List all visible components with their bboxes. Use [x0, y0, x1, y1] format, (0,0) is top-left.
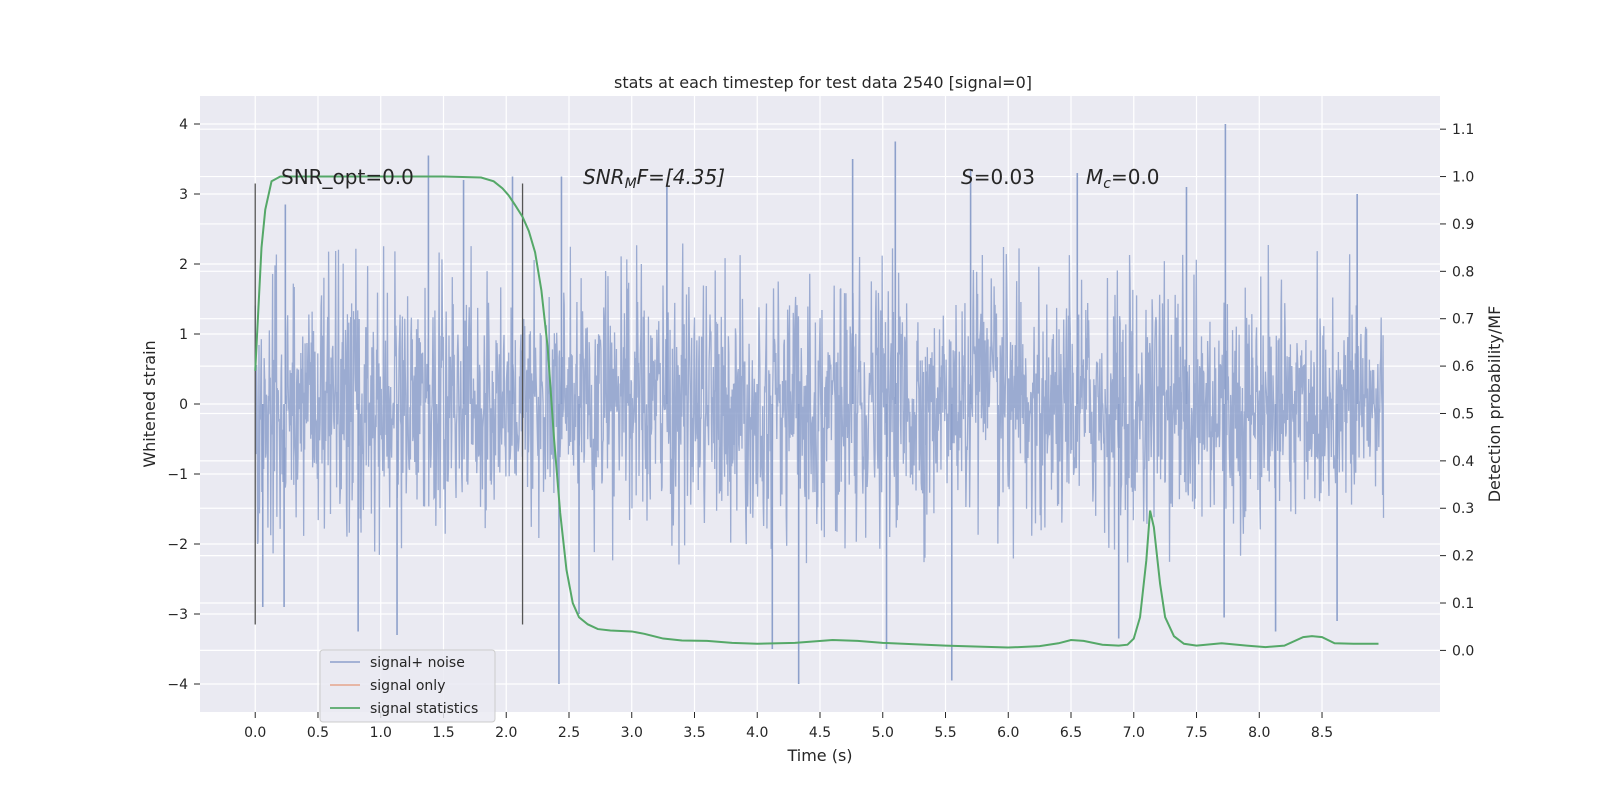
y-right-tick-label: 1.0 — [1452, 170, 1474, 186]
y-right-tick-label: 0.8 — [1452, 264, 1474, 280]
legend-label-signal-noise: signal+ noise — [370, 655, 465, 671]
noise-trace — [254, 243, 1385, 565]
x-tick-label: 5.5 — [934, 725, 956, 741]
x-tick-label: 4.0 — [746, 725, 768, 741]
statistics-series — [254, 175, 1379, 649]
y-tick-label: −2 — [167, 537, 188, 553]
y-right-tick-label: 0.9 — [1452, 217, 1474, 233]
legend-label-signal-statistics: signal statistics — [370, 701, 478, 717]
y-right-axis-ticks: 1.1 1.0 0.9 0.8 0.7 0.6 0.5 0.4 0.3 0.2 0.1 0.0 — [1440, 122, 1474, 659]
x-tick-label: 3.0 — [621, 725, 643, 741]
y-right-tick-label: 0.2 — [1452, 549, 1474, 565]
legend: signal+ noise signal only signal statist… — [319, 649, 496, 723]
snr-mf-subscript: M — [625, 176, 637, 192]
x-tick-label: 7.5 — [1185, 725, 1207, 741]
y-right-tick-label: 1.1 — [1452, 122, 1474, 138]
snr-opt-annotation: SNR_opt=0.0 — [281, 165, 414, 189]
mc-subscript: c — [1103, 176, 1111, 192]
y-right-tick-label: 0.5 — [1452, 406, 1474, 422]
snr-mf-value: F=[4.35] — [637, 165, 725, 189]
y-tick-label: 0 — [179, 397, 188, 413]
x-axis-label: Time (s) — [786, 746, 852, 765]
x-tick-label: 0.5 — [307, 725, 329, 741]
x-tick-label: 5.0 — [872, 725, 894, 741]
mc-symbol: M — [1086, 165, 1103, 189]
y-axis-ticks: 4 3 2 1 0 −1 −2 −3 −4 — [167, 117, 200, 693]
s-annotation: S=0.03 — [961, 165, 1035, 189]
noise-series — [254, 124, 1385, 684]
x-tick-label: 4.5 — [809, 725, 831, 741]
snr-mf-annotation: SNRMF=[4.35] — [583, 165, 725, 192]
statistics-line — [254, 175, 1379, 649]
mc-annotation: Mc=0.0 — [1086, 165, 1160, 192]
y-tick-label: −3 — [167, 607, 188, 623]
snr-mf-symbol: SNR — [583, 165, 625, 189]
y-tick-label: −4 — [167, 677, 188, 693]
s-value: =0.03 — [974, 165, 1035, 189]
x-tick-label: 2.5 — [558, 725, 580, 741]
y-right-tick-label: 0.3 — [1452, 501, 1474, 517]
x-tick-label: 2.0 — [495, 725, 517, 741]
y-axis-label: Whitened strain — [140, 340, 159, 467]
y-right-tick-label: 0.4 — [1452, 454, 1474, 470]
x-tick-label: 6.5 — [1060, 725, 1082, 741]
mc-value: =0.0 — [1111, 165, 1160, 189]
x-tick-label: 8.5 — [1311, 725, 1333, 741]
x-tick-label: 8.0 — [1248, 725, 1270, 741]
x-tick-label: 6.0 — [997, 725, 1019, 741]
x-axis-ticks: 0.0 0.5 1.0 1.5 2.0 2.5 3.0 3.5 4.0 4.5 5.0 5.5 6.0 6… — [244, 712, 1333, 741]
y-right-tick-label: 0.1 — [1452, 596, 1474, 612]
marker-lines — [254, 183, 524, 625]
y-right-axis-label: Detection probability/MF — [1485, 306, 1504, 503]
legend-box — [319, 649, 496, 723]
chart-title: stats at each timestep for test data 254… — [614, 73, 1032, 92]
y-right-tick-label: 0.0 — [1452, 643, 1474, 659]
s-symbol: S — [961, 165, 974, 189]
x-tick-label: 0.0 — [244, 725, 266, 741]
y-tick-label: 2 — [179, 257, 188, 273]
y-right-tick-label: 0.6 — [1452, 359, 1474, 375]
x-tick-label: 1.0 — [370, 725, 392, 741]
x-tick-label: 7.0 — [1123, 725, 1145, 741]
y-tick-label: 1 — [179, 327, 188, 343]
x-tick-label: 3.5 — [683, 725, 705, 741]
y-tick-label: −1 — [167, 467, 188, 483]
y-tick-label: 4 — [179, 117, 188, 133]
legend-label-signal-only: signal only — [370, 678, 445, 694]
y-tick-label: 3 — [179, 187, 188, 203]
y-right-tick-label: 0.7 — [1452, 312, 1474, 328]
x-tick-label: 1.5 — [432, 725, 454, 741]
